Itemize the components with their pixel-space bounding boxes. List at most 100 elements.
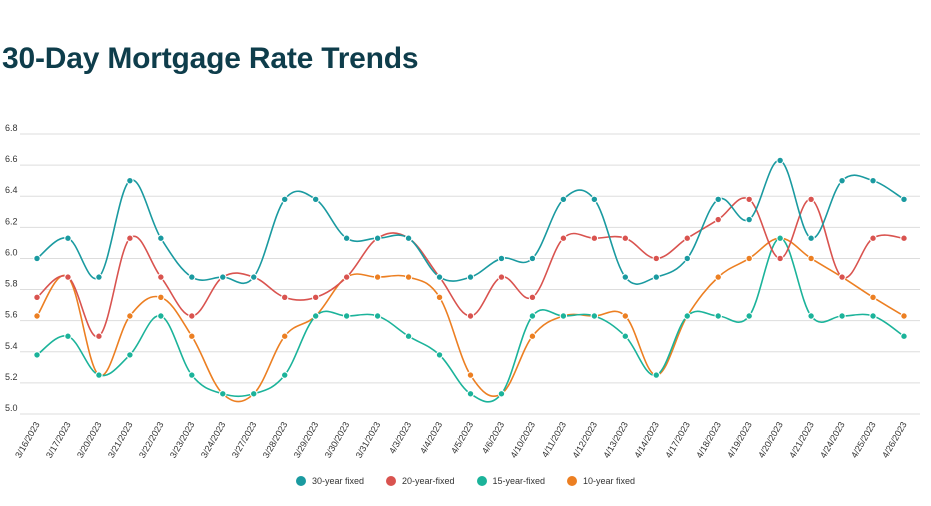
data-point[interactable] [33,351,41,359]
data-point[interactable] [373,234,382,242]
data-point[interactable] [342,312,351,320]
data-point[interactable] [126,351,134,359]
legend-item-20-year[interactable]: 20-year-fixed [385,476,455,486]
data-point[interactable] [188,371,196,379]
data-point[interactable] [33,254,41,263]
data-point[interactable] [311,293,320,302]
data-point[interactable] [95,273,103,281]
data-point[interactable] [157,293,165,302]
data-point[interactable] [497,254,506,263]
data-point[interactable] [528,312,537,320]
data-point[interactable] [281,332,289,340]
data-point[interactable] [590,312,599,320]
data-point[interactable] [188,273,196,281]
data-point[interactable] [590,234,599,242]
data-point[interactable] [621,234,630,242]
data-point[interactable] [900,195,908,204]
data-point[interactable] [188,332,196,340]
data-point[interactable] [311,312,320,320]
data-point[interactable] [157,273,165,281]
data-point[interactable] [652,254,660,263]
data-point[interactable] [435,273,444,281]
data-point[interactable] [559,234,568,242]
data-point[interactable] [776,254,784,263]
data-point[interactable] [188,312,196,320]
data-point[interactable] [466,371,475,379]
data-point[interactable] [714,312,722,320]
data-point[interactable] [64,273,72,281]
data-point[interactable] [559,195,568,204]
data-point[interactable] [621,312,630,320]
data-point[interactable] [404,273,413,281]
data-point[interactable] [404,234,413,242]
data-point[interactable] [126,234,134,242]
data-point[interactable] [466,273,475,281]
data-point[interactable] [559,312,568,320]
data-point[interactable] [838,312,846,320]
data-point[interactable] [869,176,877,185]
data-point[interactable] [714,215,722,224]
data-point[interactable] [838,273,846,281]
data-point[interactable] [776,234,784,242]
data-point[interactable] [33,293,41,302]
data-point[interactable] [683,312,691,320]
data-point[interactable] [683,234,691,242]
data-point[interactable] [466,312,475,320]
data-point[interactable] [281,371,289,379]
data-point[interactable] [342,273,351,281]
data-point[interactable] [466,390,475,398]
data-point[interactable] [342,234,351,242]
legend-item-10-year[interactable]: 10-year fixed [567,476,635,486]
data-point[interactable] [64,332,72,340]
data-point[interactable] [807,312,815,320]
data-point[interactable] [126,312,134,320]
data-point[interactable] [621,273,630,281]
data-point[interactable] [869,293,877,302]
data-point[interactable] [714,195,722,204]
data-point[interactable] [900,332,908,340]
data-point[interactable] [311,195,320,204]
data-point[interactable] [528,293,537,302]
legend-item-30-year[interactable]: 30-year fixed [295,476,364,486]
data-point[interactable] [745,254,753,263]
data-point[interactable] [590,195,599,204]
data-point[interactable] [714,273,722,281]
data-point[interactable] [745,195,753,204]
data-point[interactable] [497,273,506,281]
data-point[interactable] [33,312,41,320]
data-point[interactable] [900,312,908,320]
data-point[interactable] [250,273,258,281]
data-point[interactable] [683,254,691,263]
data-point[interactable] [652,371,660,379]
data-point[interactable] [64,234,72,242]
data-point[interactable] [869,312,877,320]
data-point[interactable] [404,332,413,340]
data-point[interactable] [497,390,506,398]
data-point[interactable] [281,293,289,302]
data-point[interactable] [838,176,846,185]
legend-item-15-year[interactable]: 15-year-fixed [476,476,545,486]
data-point[interactable] [900,234,908,242]
data-point[interactable] [373,312,382,320]
data-point[interactable] [126,176,134,185]
data-point[interactable] [95,371,103,379]
data-point[interactable] [807,234,815,242]
data-point[interactable] [373,273,382,281]
data-point[interactable] [807,254,815,263]
data-point[interactable] [807,195,815,204]
data-point[interactable] [219,273,227,281]
data-point[interactable] [157,234,165,242]
data-point[interactable] [435,293,444,302]
data-point[interactable] [219,390,227,398]
data-point[interactable] [435,351,444,359]
data-point[interactable] [869,234,877,242]
data-point[interactable] [281,195,289,204]
data-point[interactable] [745,215,753,224]
data-point[interactable] [745,312,753,320]
data-point[interactable] [621,332,630,340]
data-point[interactable] [528,332,537,340]
data-point[interactable] [250,390,258,398]
data-point[interactable] [95,332,103,340]
data-point[interactable] [652,273,660,281]
data-point[interactable] [528,254,537,263]
